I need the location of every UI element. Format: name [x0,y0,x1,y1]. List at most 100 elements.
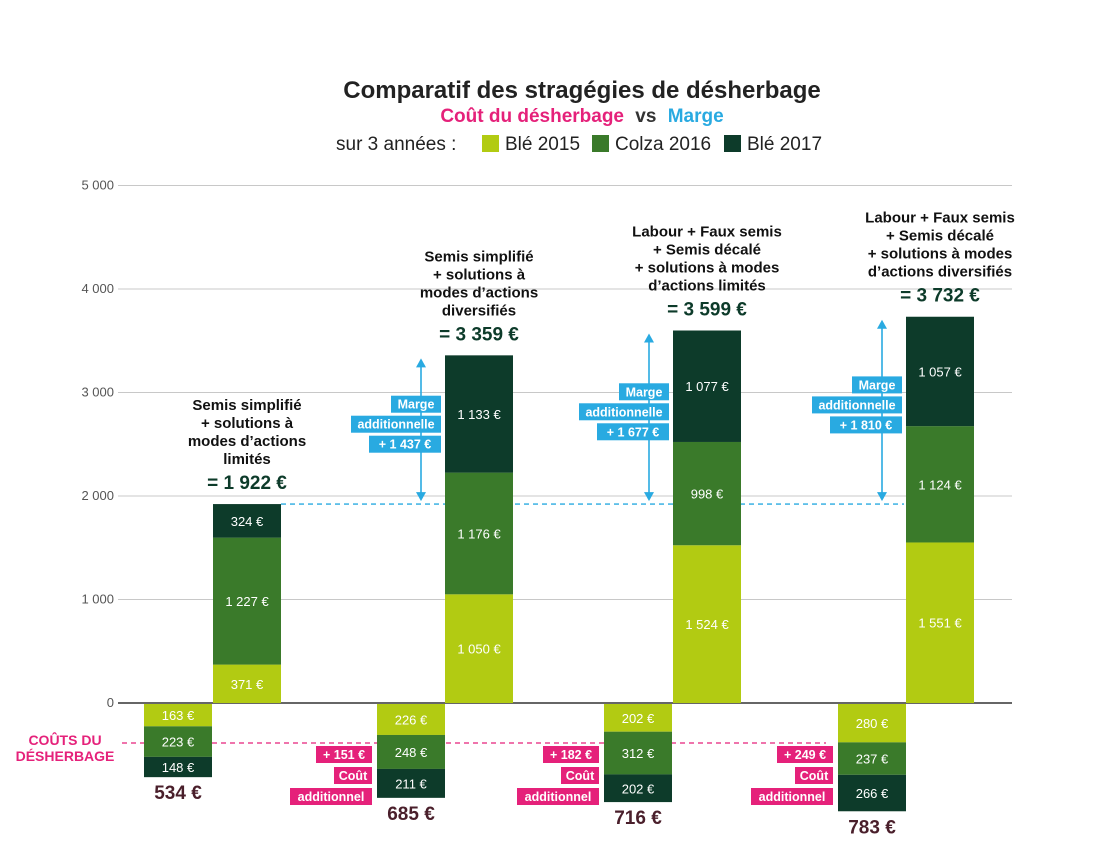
subtitle-vs-label: vs [635,106,656,127]
cost-segment-label: 237 € [856,752,889,767]
arrow-head-up-icon [644,333,654,343]
legend-swatch-2 [724,135,741,152]
margin-bar-segment [673,441,741,546]
strategy-total-label: = 3 732 € [900,286,980,307]
cost-bar-segment [604,774,672,803]
extra-cost-tag [334,767,372,784]
y-tick-label: 2 000 [81,488,114,503]
cost-segment-label: 226 € [395,712,428,727]
extra-margin-tag-label: additionnelle [585,405,662,419]
margin-bar-segment [906,426,974,543]
cost-bar-segment [377,768,445,798]
strategy-title-line: d’actions diversifiés [868,264,1012,281]
cost-bar-segment [144,756,212,778]
strategy-title-line: + Semis décalé [653,242,761,259]
extra-cost-tag [517,788,599,805]
strategy-total-label: = 3 359 € [439,324,519,345]
cost-segment-label: 248 € [395,745,428,760]
extra-margin-tag-label: + 1 810 € [840,418,893,432]
strategy-title-line: Semis simplifié [424,248,533,265]
strategy-title-line: diversifiés [442,302,516,319]
extra-cost-tag-label: + 249 € [784,748,826,762]
cost-segment-label: 266 € [856,786,889,801]
extra-margin-tag [597,423,669,441]
strategy-title-line: Semis simplifié [192,397,301,414]
chart-title: Comparatif des stragégies de désherbage [343,77,821,104]
extra-margin-tag [852,376,902,394]
legend-swatch-0 [482,135,499,152]
margin-bar-segment [445,355,513,473]
y-tick-label: 4 000 [81,281,114,296]
margin-segment-label: 1 524 € [685,617,729,632]
cost-total-label: 685 € [387,804,435,825]
extra-cost-tag-label: Coût [566,769,595,783]
extra-margin-tag [619,383,669,401]
cost-segment-label: 280 € [856,716,889,731]
margin-bar-segment [673,545,741,703]
cost-axis-label-line-1: COÛTS DU [28,731,101,748]
legend-label-0: Blé 2015 [505,134,580,155]
cost-bar-segment [838,704,906,743]
margin-segment-label: 371 € [231,677,264,692]
margin-segment-label: 1 133 € [457,407,501,422]
margin-bar-segment [213,537,281,665]
subtitle-cost-label: Coût du désherbage [440,106,624,127]
cost-bar-segment [604,704,672,732]
legend: sur 3 années : Blé 2015 Colza 2016 Blé 201… [336,134,822,155]
extra-margin-tag-label: Marge [626,385,663,399]
margin-bar-segment [213,504,281,538]
margin-segment-label: 324 € [231,514,264,529]
arrow-head-up-icon [877,319,887,329]
extra-margin-tag-label: additionnelle [818,398,895,412]
extra-cost-tag-label: Coût [800,769,829,783]
margin-bar-segment [445,594,513,703]
cost-total-label: 783 € [848,817,896,838]
margin-segment-label: 1 057 € [918,364,962,379]
cost-bar-segment [838,774,906,812]
cost-bar-segment [377,734,445,769]
extra-cost-tag-label: additionnel [759,790,826,804]
strategy-title-line: + solutions à modes [635,260,780,277]
cost-bar-segment [144,704,212,727]
margin-segment-label: 1 176 € [457,526,501,541]
cost-bar-segment [144,726,212,757]
cost-segment-label: 312 € [622,746,655,761]
chart-subtitle: Coût du désherbage vs Marge [440,106,723,127]
extra-margin-tag [812,396,902,414]
extra-margin-tag [369,435,441,453]
legend-prefix: sur 3 années : [336,134,456,155]
strategy-title-line: + Semis décalé [886,228,994,245]
extra-cost-tag [777,746,833,763]
cost-segment-label: 223 € [162,735,195,750]
margin-segment-label: 1 227 € [225,594,269,609]
margin-segment-label: 1 124 € [918,477,962,492]
extra-cost-tag-label: + 151 € [323,748,365,762]
margin-segment-label: 1 551 € [918,616,962,631]
cost-axis-label-line-2: DÉSHERBAGE [16,748,115,764]
extra-cost-tag [543,746,599,763]
margin-bar-segment [673,330,741,442]
extra-cost-tag [316,746,372,763]
strategy-title-line: Labour + Faux semis [632,224,782,241]
margin-bar-segment [906,542,974,703]
arrow-head-down-icon [877,492,887,502]
strategy-title-line: Labour + Faux semis [865,210,1015,227]
bars: 371 € 1 227 € 324 € 163 € 223 € 148 € 1 050 € 1… [144,316,974,812]
annotations: 534 €= 1 922 €Semis simplifié+ solutions… [154,210,1015,839]
legend-label-2: Blé 2017 [747,134,822,155]
y-tick-label: 0 [107,695,114,710]
extra-margin-tag [351,415,441,433]
margin-segment-label: 1 077 € [685,379,729,394]
legend-swatch-1 [592,135,609,152]
extra-cost-tag [561,767,599,784]
y-tick-label: 3 000 [81,385,114,400]
cost-segment-label: 148 € [162,760,195,775]
extra-margin-tag-label: + 1 677 € [607,425,660,439]
extra-margin-tag-label: + 1 437 € [379,438,432,452]
extra-margin-tag-label: Marge [398,398,435,412]
extra-margin-tag [391,395,441,413]
strategy-title-line: modes d’actions [188,433,306,450]
cost-axis-label: COÛTS DU DÉSHERBAGE [16,731,115,764]
margin-segment-label: 1 050 € [457,642,501,657]
extra-margin-tag-label: additionnelle [357,418,434,432]
